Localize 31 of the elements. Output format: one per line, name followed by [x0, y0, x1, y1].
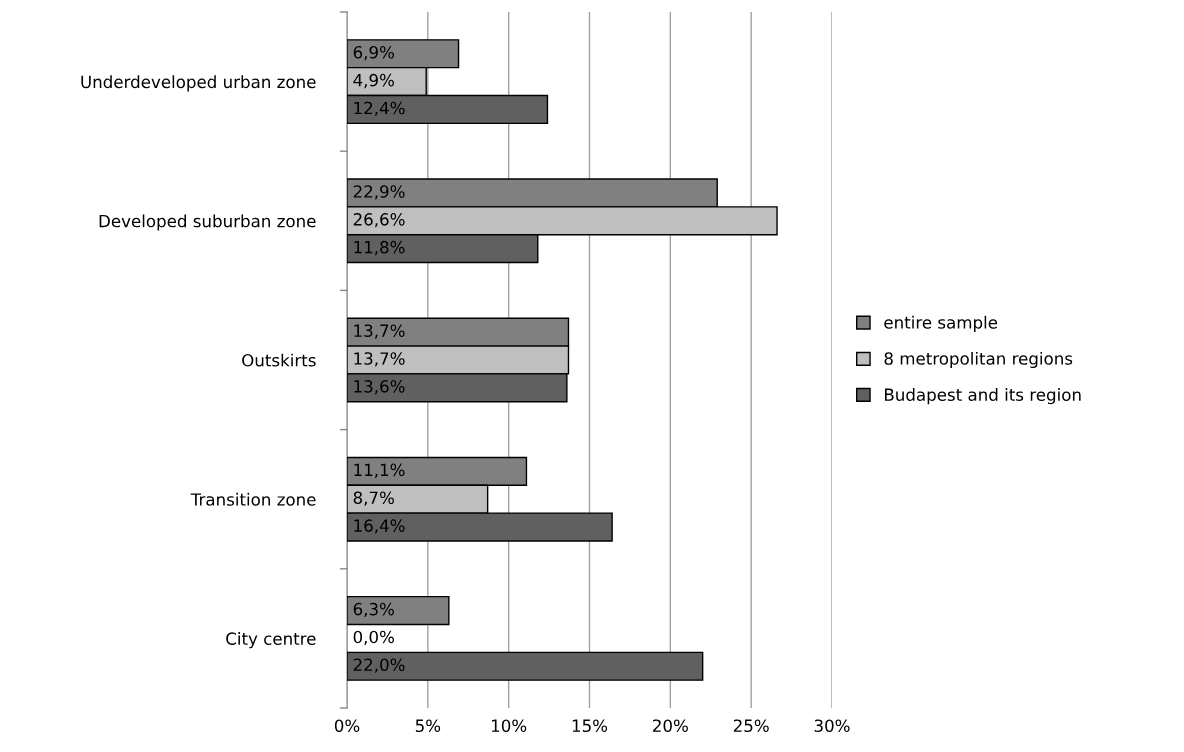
x-tick-label: 5%	[415, 719, 441, 733]
data-label: 6,3%	[353, 602, 394, 618]
data-label: 6,9%	[353, 45, 394, 61]
bar	[347, 651, 704, 681]
legend-label: entire sample	[884, 315, 998, 332]
x-tick-label: 15%	[572, 719, 608, 733]
data-label: 13,7%	[354, 324, 405, 339]
data-label: 8,7%	[353, 491, 394, 506]
x-tick-label: 30%	[814, 719, 850, 733]
data-label: 4,9%	[353, 73, 394, 89]
y-tick-label: Transition zone	[190, 492, 316, 506]
y-tick-label: Developed suburban zone	[99, 214, 316, 231]
data-label: 11,1%	[354, 463, 405, 478]
data-label: 26,6%	[353, 213, 405, 228]
data-label: 22,9%	[353, 185, 405, 200]
legend-label: 8 metropolitan regions	[884, 351, 1073, 369]
data-label: 22,0%	[353, 658, 405, 673]
y-tick-label: Underdeveloped urban zone	[81, 75, 316, 92]
data-label: 13,7%	[354, 352, 405, 367]
data-label: 13,6%	[354, 380, 405, 395]
data-label: 12,4%	[354, 101, 405, 116]
data-label: 11,8%	[354, 240, 405, 256]
y-tick-label: City centre	[226, 632, 316, 649]
y-tick-label: Outskirts	[242, 353, 316, 367]
x-tick-label: 20%	[653, 719, 688, 733]
x-tick-label: 0%	[334, 719, 360, 733]
x-tick-label: 25%	[733, 719, 769, 733]
data-label: 0,0%	[353, 630, 394, 645]
legend-label: Budapest and its region	[885, 388, 1081, 405]
data-label: 16,4%	[354, 519, 405, 534]
x-tick-label: 10%	[491, 719, 527, 733]
